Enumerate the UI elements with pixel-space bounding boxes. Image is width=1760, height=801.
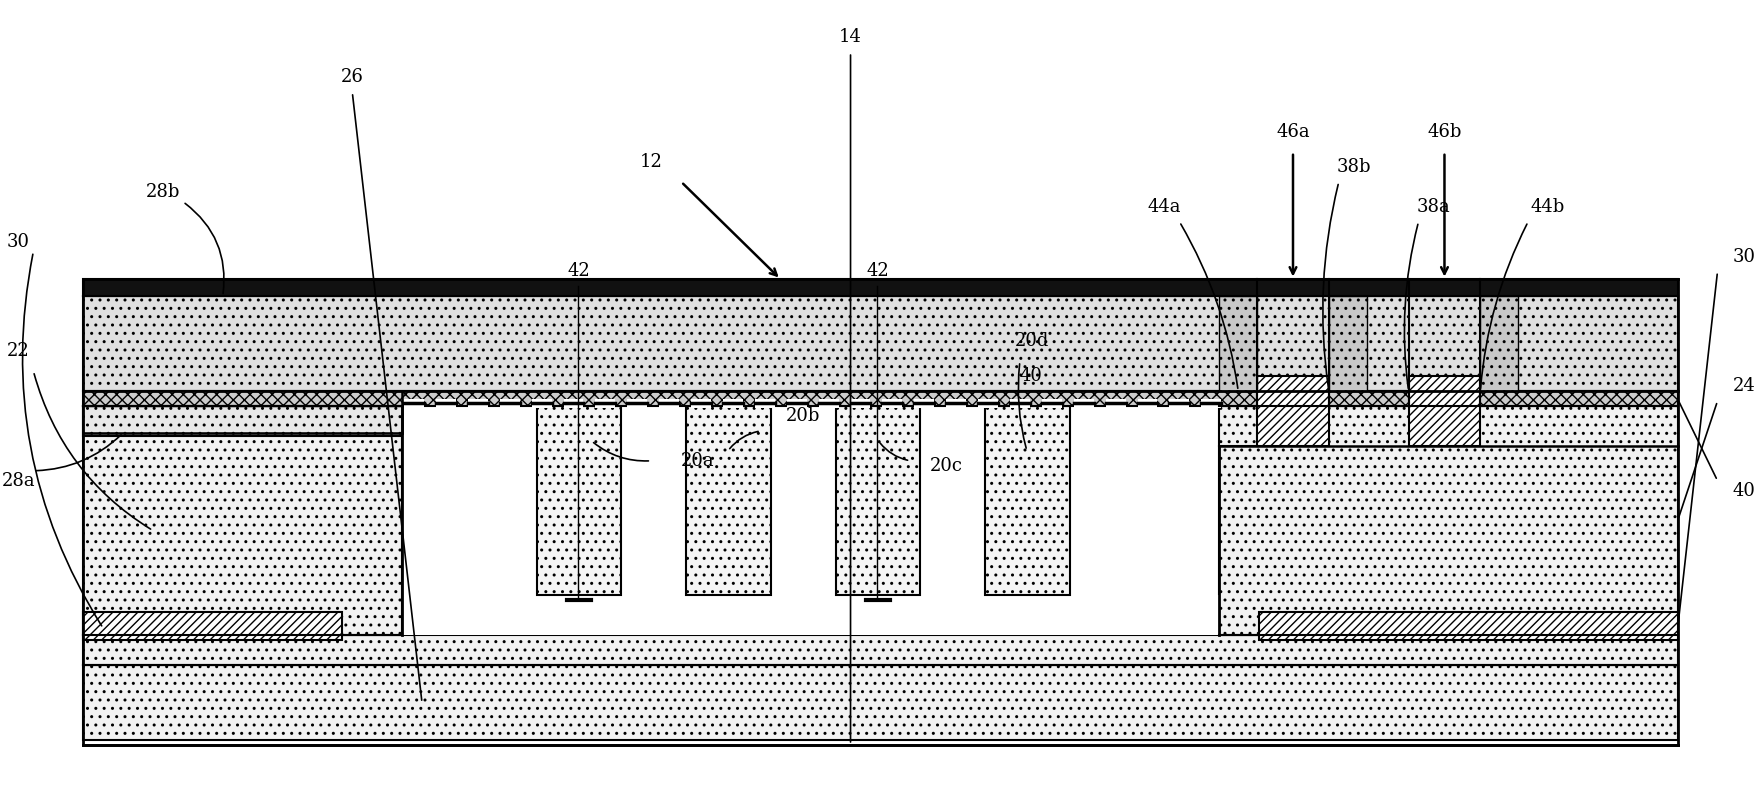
Bar xyxy=(1202,399,1221,408)
Bar xyxy=(1408,376,1480,446)
Text: 40: 40 xyxy=(1732,481,1755,500)
Text: 20d: 20d xyxy=(1016,332,1049,350)
Bar xyxy=(401,406,1220,635)
Bar xyxy=(83,635,1677,665)
Bar xyxy=(692,399,711,408)
Bar xyxy=(1257,376,1329,446)
Bar xyxy=(1105,399,1126,408)
Text: 20a: 20a xyxy=(681,452,715,470)
Bar xyxy=(436,399,456,408)
Text: 14: 14 xyxy=(840,28,862,46)
Bar xyxy=(850,399,871,408)
Bar xyxy=(755,399,774,408)
Text: 30: 30 xyxy=(7,232,30,251)
Bar xyxy=(468,399,488,408)
Bar xyxy=(1074,399,1093,408)
Bar xyxy=(1220,406,1677,635)
Bar xyxy=(723,399,743,408)
Bar xyxy=(979,399,998,408)
Bar xyxy=(83,665,1677,740)
Text: 46b: 46b xyxy=(1427,123,1461,141)
Bar xyxy=(1010,399,1030,408)
Text: 38a: 38a xyxy=(1417,198,1450,215)
Text: 12: 12 xyxy=(641,153,664,171)
Bar xyxy=(405,399,424,408)
Text: 30: 30 xyxy=(1732,248,1755,265)
Text: 26: 26 xyxy=(341,68,364,87)
Bar xyxy=(1042,399,1061,408)
Bar xyxy=(500,399,519,408)
Text: 46a: 46a xyxy=(1276,123,1309,141)
Text: 44b: 44b xyxy=(1531,198,1565,215)
Bar xyxy=(627,399,648,408)
Bar xyxy=(83,406,401,436)
Bar xyxy=(686,406,771,595)
Text: 28b: 28b xyxy=(146,183,180,201)
Bar xyxy=(563,399,584,408)
Bar xyxy=(1137,399,1158,408)
Bar xyxy=(818,399,838,408)
Bar xyxy=(1220,296,1257,391)
Bar xyxy=(986,406,1070,595)
Bar xyxy=(537,406,621,595)
Bar xyxy=(787,399,806,408)
Bar xyxy=(1480,296,1519,391)
Bar xyxy=(83,406,401,433)
Text: 38b: 38b xyxy=(1336,158,1371,175)
Bar xyxy=(836,406,920,595)
Bar xyxy=(1169,399,1190,408)
Bar xyxy=(83,296,1677,391)
Bar xyxy=(532,399,551,408)
Bar xyxy=(1258,612,1677,640)
Text: 24: 24 xyxy=(1732,377,1755,395)
Text: 42: 42 xyxy=(866,263,889,280)
Text: 42: 42 xyxy=(567,263,590,280)
Bar xyxy=(83,391,1677,406)
Text: 28a: 28a xyxy=(2,472,35,489)
Text: 40: 40 xyxy=(1021,367,1044,385)
Bar xyxy=(1329,296,1368,391)
Text: 20b: 20b xyxy=(785,407,820,425)
Bar xyxy=(83,612,341,640)
Bar xyxy=(83,406,401,635)
Bar xyxy=(83,280,1677,296)
Bar xyxy=(882,399,903,408)
Bar xyxy=(913,399,935,408)
Bar xyxy=(595,399,616,408)
Text: 44a: 44a xyxy=(1148,198,1181,215)
Text: 20c: 20c xyxy=(931,457,963,475)
Text: 22: 22 xyxy=(7,342,30,360)
Bar xyxy=(660,399,679,408)
Bar xyxy=(947,399,966,408)
Bar xyxy=(401,595,1220,635)
